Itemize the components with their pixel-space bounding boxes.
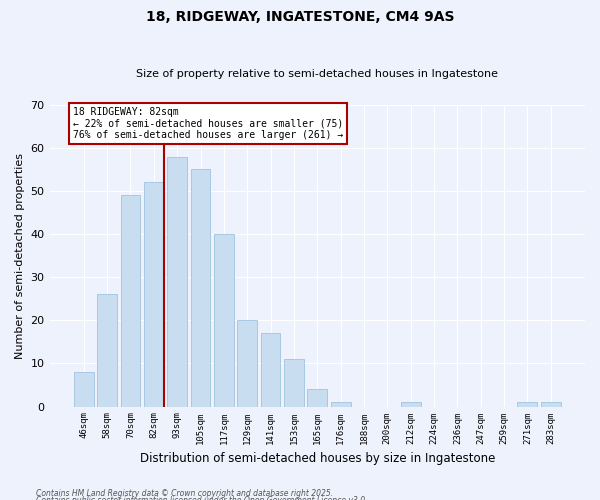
Text: Contains public sector information licensed under the Open Government Licence v3: Contains public sector information licen… <box>36 496 367 500</box>
Bar <box>517 402 538 406</box>
Title: Size of property relative to semi-detached houses in Ingatestone: Size of property relative to semi-detach… <box>136 69 498 79</box>
Bar <box>121 196 140 406</box>
Bar <box>307 390 327 406</box>
Bar <box>260 334 280 406</box>
Bar <box>74 372 94 406</box>
X-axis label: Distribution of semi-detached houses by size in Ingatestone: Distribution of semi-detached houses by … <box>140 452 495 465</box>
Bar <box>97 294 117 406</box>
Bar <box>541 402 560 406</box>
Text: 18, RIDGEWAY, INGATESTONE, CM4 9AS: 18, RIDGEWAY, INGATESTONE, CM4 9AS <box>146 10 454 24</box>
Text: Contains HM Land Registry data © Crown copyright and database right 2025.: Contains HM Land Registry data © Crown c… <box>36 488 333 498</box>
Bar <box>167 156 187 406</box>
Text: 18 RIDGEWAY: 82sqm
← 22% of semi-detached houses are smaller (75)
76% of semi-de: 18 RIDGEWAY: 82sqm ← 22% of semi-detache… <box>73 107 344 140</box>
Bar <box>401 402 421 406</box>
Bar <box>191 170 211 406</box>
Bar <box>331 402 350 406</box>
Bar <box>284 359 304 406</box>
Y-axis label: Number of semi-detached properties: Number of semi-detached properties <box>15 152 25 358</box>
Bar <box>238 320 257 406</box>
Bar <box>214 234 234 406</box>
Bar <box>144 182 164 406</box>
